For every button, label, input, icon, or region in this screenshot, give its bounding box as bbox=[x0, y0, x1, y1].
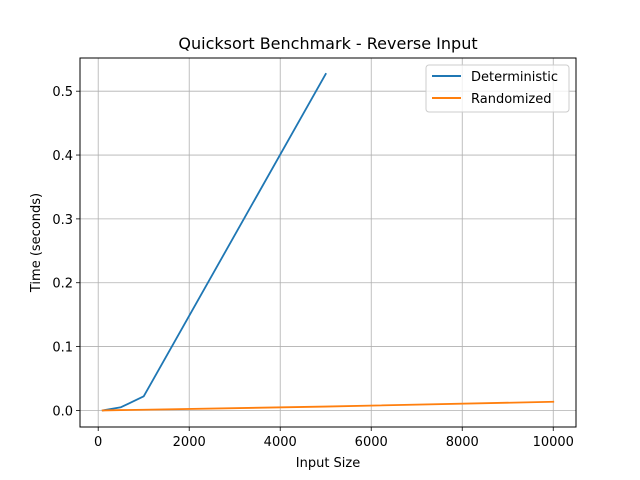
x-tick-label: 2000 bbox=[173, 435, 206, 450]
x-tick-label: 6000 bbox=[355, 435, 388, 450]
y-tick-label: 0.3 bbox=[52, 213, 73, 228]
series-line-randomized bbox=[101, 400, 555, 412]
x-tick-label: 4000 bbox=[264, 435, 297, 450]
y-tick-label: 0.4 bbox=[52, 149, 73, 164]
legend-label-randomized: Randomized bbox=[471, 92, 552, 107]
chart-title: Quicksort Benchmark - Reverse Input bbox=[178, 34, 477, 53]
x-axis-label: Input Size bbox=[296, 456, 360, 471]
ticks: 0 2000 4000 6000 8000 10000 0.0 0.1 0.2 0.3 0.4 0.5 bbox=[52, 85, 574, 450]
y-tick-label: 0.2 bbox=[52, 277, 73, 292]
legend-label-deterministic: Deterministic bbox=[471, 70, 558, 85]
series-lines bbox=[101, 72, 555, 412]
series-line-deterministic bbox=[101, 72, 327, 412]
x-tick-label: 8000 bbox=[446, 435, 479, 450]
x-tick-label: 0 bbox=[94, 435, 102, 450]
legend: Deterministic Randomized bbox=[425, 64, 570, 113]
y-tick-label: 0.5 bbox=[52, 85, 73, 100]
x-tick-label: 10000 bbox=[533, 435, 574, 450]
y-axis-label: Time (seconds) bbox=[29, 193, 44, 293]
y-tick-label: 0.0 bbox=[52, 404, 73, 419]
plot-frame bbox=[79, 57, 577, 428]
grid bbox=[80, 58, 576, 427]
y-tick-label: 0.1 bbox=[52, 341, 73, 356]
legend-box bbox=[425, 64, 570, 113]
